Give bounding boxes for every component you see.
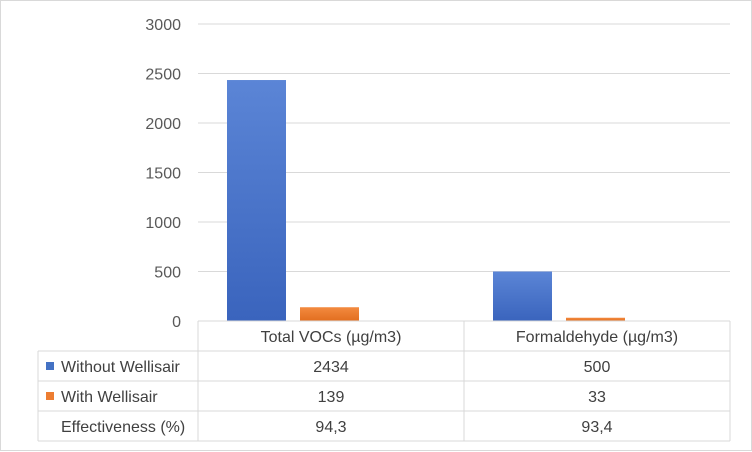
table-cell-value: 139 (318, 389, 345, 406)
table-cell-value: 2434 (313, 359, 349, 376)
y-tick-label: 3000 (145, 17, 181, 34)
y-tick-label: 500 (154, 265, 181, 282)
bars (227, 80, 625, 321)
y-tick-label: 1500 (145, 166, 181, 183)
y-tick-label: 2500 (145, 67, 181, 84)
y-tick-label: 1000 (145, 215, 181, 232)
table-cell-value: 94,3 (315, 419, 346, 436)
table-cell-value: 93,4 (581, 419, 612, 436)
bar-without-wellisair (493, 271, 552, 321)
table-row-label: With Wellisair (61, 389, 158, 406)
legend-key-with-wellisair (46, 392, 54, 400)
legend-key-without-wellisair (46, 362, 54, 370)
table-row-label: Without Wellisair (61, 359, 181, 376)
bar-with-wellisair (566, 317, 625, 321)
data-table: Total VOCs (µg/m3) Formaldehyde (µg/m3) Wi… (37, 320, 731, 442)
bar-without-wellisair (227, 80, 286, 321)
bar-with-wellisair (300, 307, 359, 321)
y-tick-label: 0 (172, 314, 181, 331)
y-tick-label: 2000 (145, 116, 181, 133)
x-category-label: Formaldehyde (µg/m3) (516, 329, 678, 346)
gridlines (198, 23, 730, 272)
table-cell-value: 33 (588, 389, 606, 406)
x-category-label: Total VOCs (µg/m3) (261, 329, 402, 346)
table-cell-value: 500 (584, 359, 611, 376)
y-axis-ticks: 0 500 1000 1500 2000 2500 3000 (145, 17, 181, 331)
table-row-label: Effectiveness (%) (61, 419, 185, 436)
